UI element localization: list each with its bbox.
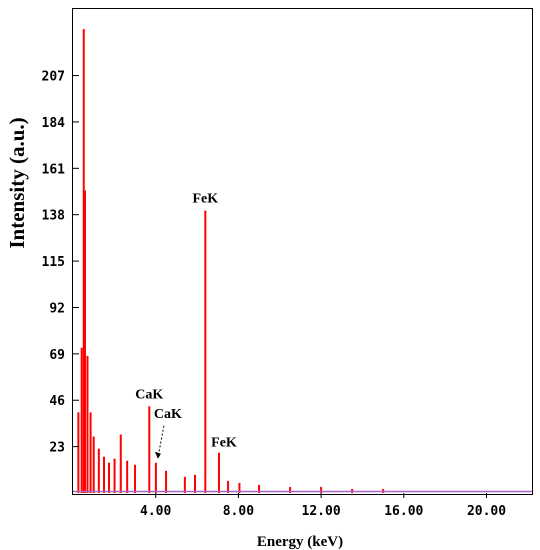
- peak-label: CaK: [154, 407, 182, 422]
- x-tick-label: 16.00: [384, 504, 423, 519]
- x-axis-ticks: 4.00 8.00 12.00 16.00 20.00: [140, 493, 506, 519]
- peak-label: FeK: [192, 192, 218, 207]
- y-tick-label: 23: [49, 441, 65, 456]
- peak-annotations: CaK CaK FeK FeK: [135, 192, 237, 459]
- y-tick-label: 138: [42, 209, 66, 224]
- y-tick-label: 184: [42, 116, 66, 131]
- y-tick-label: 207: [42, 70, 65, 85]
- y-tick-label: 115: [42, 255, 65, 270]
- x-axis-label: Energy (keV): [257, 534, 343, 550]
- y-tick-label: 92: [49, 301, 65, 316]
- plot-frame: [72, 8, 533, 495]
- x-tick-label: 8.00: [223, 504, 254, 519]
- y-axis-label: Intensity (a.u.): [5, 117, 29, 248]
- annotation-pointer: [157, 425, 165, 458]
- peak-label: FeK: [211, 436, 237, 451]
- spectrum-series: [77, 29, 385, 493]
- peak-label: CaK: [135, 387, 163, 402]
- y-tick-label: 46: [49, 394, 65, 409]
- x-tick-label: 4.00: [140, 504, 171, 519]
- x-tick-label: 12.00: [302, 504, 341, 519]
- y-tick-label: 69: [49, 348, 65, 363]
- y-axis-ticks: 23 46 69 92 115 138 161 184 207: [42, 70, 79, 456]
- annotation-arrowhead: [154, 451, 161, 459]
- x-tick-label: 20.00: [467, 504, 506, 519]
- y-tick-label: 161: [42, 162, 66, 177]
